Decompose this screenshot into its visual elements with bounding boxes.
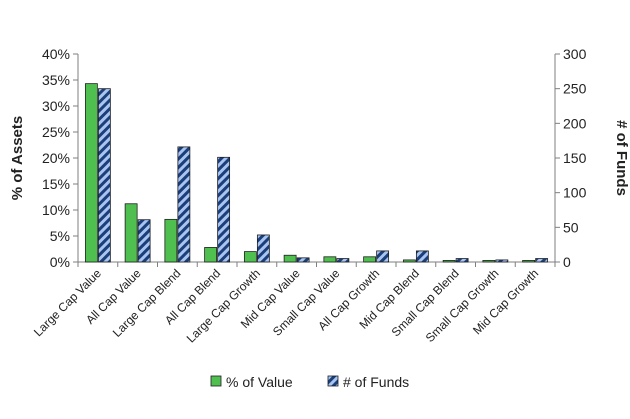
bar-pct-of-value xyxy=(243,251,257,263)
legend-swatch-pct-of-value xyxy=(210,375,222,387)
left-tick-label: 40% xyxy=(42,46,70,62)
legend-label-num-of-funds: # of Funds xyxy=(343,374,409,390)
left-tick-label: 15% xyxy=(42,176,70,192)
right-tick-label: 150 xyxy=(563,150,587,166)
bar-pct-of-value xyxy=(323,256,337,263)
bar-num-of-funds xyxy=(495,259,509,263)
bar-pct-of-value xyxy=(442,260,456,263)
legend: % of Value # of Funds xyxy=(210,374,409,390)
axes: 0% 5% 10% 15% 20% 25% 30% 35% 40% 0 50 100 150 200 250… xyxy=(42,46,587,270)
right-tick-label: 100 xyxy=(563,185,587,201)
left-tick-label: 30% xyxy=(42,98,70,114)
legend-swatch-num-of-funds xyxy=(327,375,339,387)
left-tick-label: 25% xyxy=(42,124,70,140)
bar-pct-of-value xyxy=(363,256,377,263)
bar-pct-of-value xyxy=(164,218,178,263)
category-label: Large Cap Blend xyxy=(110,266,184,340)
category-label: Small Cap Growth xyxy=(423,266,502,345)
y-axis-title-left: % of Assets xyxy=(9,116,26,200)
bar-num-of-funds xyxy=(535,258,549,263)
bar-pct-of-value xyxy=(482,260,496,263)
right-tick-label: 0 xyxy=(563,254,571,270)
bar-pct-of-value xyxy=(204,247,218,263)
bar-pct-of-value xyxy=(283,254,297,263)
left-tick-label: 10% xyxy=(42,202,70,218)
right-tick-label: 300 xyxy=(563,46,587,62)
legend-label-pct-of-value: % of Value xyxy=(226,374,293,390)
y-axis-title-right: # of Funds xyxy=(613,120,630,196)
category-label: Large Cap Growth xyxy=(184,266,263,345)
bar-num-of-funds xyxy=(217,156,231,263)
bar-num-of-funds xyxy=(415,250,429,263)
bar-pct-of-value xyxy=(522,260,536,263)
bar-pct-of-value xyxy=(84,83,98,263)
bar-num-of-funds xyxy=(296,257,310,263)
bar-num-of-funds xyxy=(336,258,350,263)
bar-num-of-funds xyxy=(256,234,270,263)
bar-num-of-funds xyxy=(137,219,151,263)
category-label: Large Cap Value xyxy=(31,266,104,339)
left-tick-label: 0% xyxy=(50,254,70,270)
bars xyxy=(84,83,549,263)
bar-pct-of-value xyxy=(124,203,138,263)
right-tick-label: 50 xyxy=(563,219,579,235)
left-tick-label: 5% xyxy=(50,228,70,244)
bar-num-of-funds xyxy=(177,146,191,263)
category-label: Small Cap Blend xyxy=(389,266,462,339)
bar-num-of-funds xyxy=(376,250,390,263)
bar-num-of-funds xyxy=(455,258,469,263)
right-tick-label: 200 xyxy=(563,115,587,131)
left-tick-label: 20% xyxy=(42,150,70,166)
left-tick-label: 35% xyxy=(42,72,70,88)
bar-num-of-funds xyxy=(97,88,111,263)
bar-pct-of-value xyxy=(402,259,416,263)
right-tick-label: 250 xyxy=(563,81,587,97)
